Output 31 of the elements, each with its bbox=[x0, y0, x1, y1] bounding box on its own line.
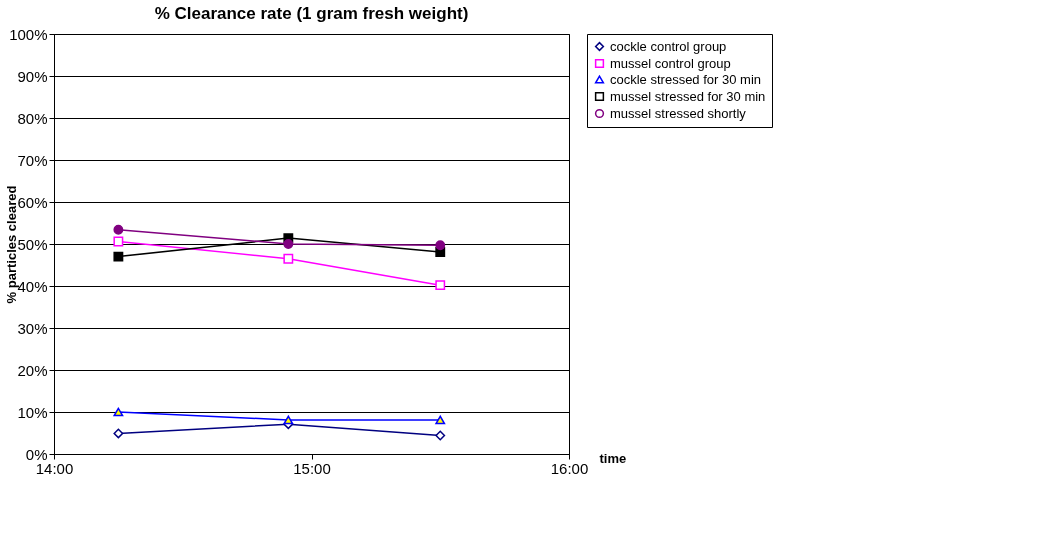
y-tick-label: 100% bbox=[9, 25, 48, 43]
chart-title: % Clearance rate (1 gram fresh weight) bbox=[154, 4, 469, 23]
legend-label: cockle control group bbox=[610, 38, 727, 54]
y-tick-label: 10% bbox=[17, 403, 48, 421]
y-tick-label: 30% bbox=[17, 319, 48, 337]
y-tick-label: 60% bbox=[17, 193, 48, 211]
point bbox=[283, 253, 294, 264]
point bbox=[283, 239, 294, 249]
x-tick-label: 15:00 bbox=[293, 459, 331, 477]
y-tick-label: 90% bbox=[17, 67, 48, 85]
x-tick-label: 16:00 bbox=[550, 459, 589, 477]
y-tick-label: 50% bbox=[17, 235, 48, 253]
point bbox=[113, 428, 124, 439]
legend-label: mussel stressed shortly bbox=[610, 105, 747, 121]
point bbox=[435, 430, 446, 441]
y-tick-label: 40% bbox=[17, 277, 48, 295]
point bbox=[435, 240, 446, 251]
point bbox=[113, 224, 124, 235]
legend-label: mussel stressed for 30 min bbox=[610, 88, 766, 104]
legend-label: mussel control group bbox=[610, 55, 731, 71]
point bbox=[113, 407, 124, 417]
point bbox=[435, 280, 446, 291]
y-tick-label: 20% bbox=[17, 361, 48, 379]
point bbox=[113, 236, 124, 247]
y-tick-label: 70% bbox=[17, 151, 48, 169]
legend-label: cockle stressed for 30 min bbox=[610, 71, 762, 87]
point bbox=[283, 415, 294, 425]
point bbox=[435, 415, 446, 425]
point bbox=[113, 251, 124, 262]
x-axis-title: time bbox=[599, 450, 627, 466]
y-tick-label: 80% bbox=[17, 109, 48, 127]
